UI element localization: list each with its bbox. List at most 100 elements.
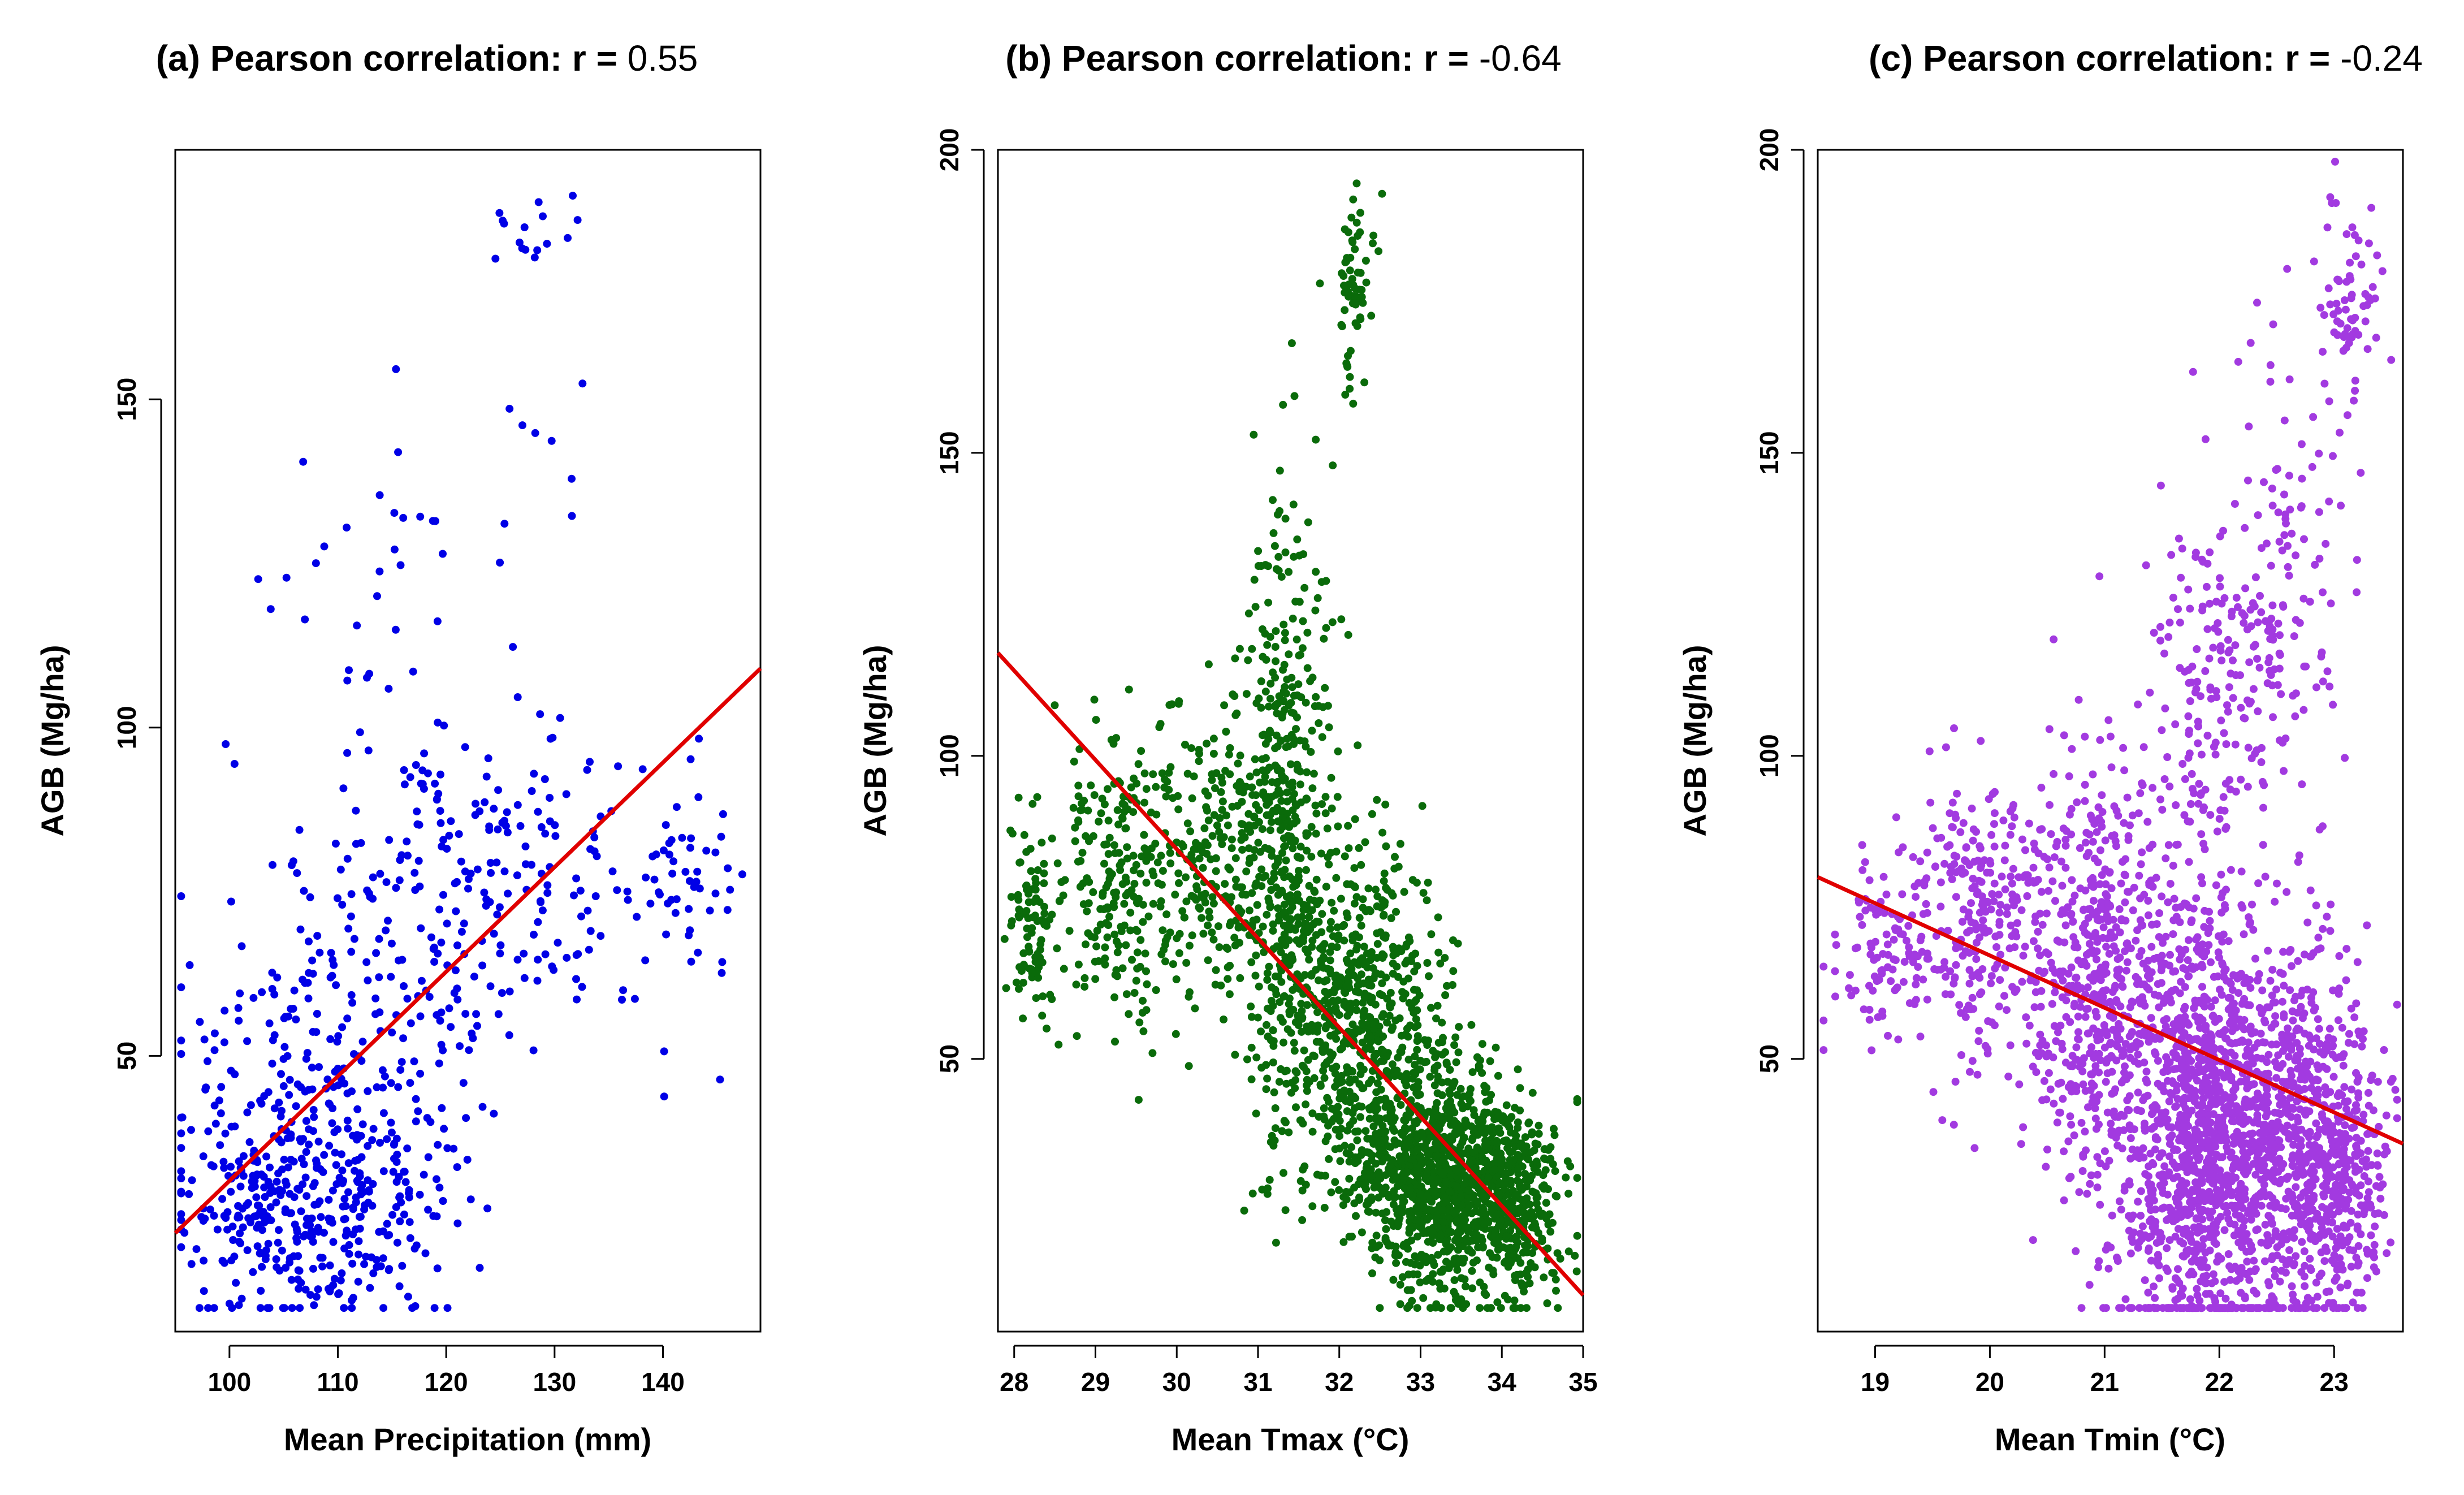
data-point xyxy=(1313,594,1322,602)
data-point xyxy=(177,983,185,992)
data-point xyxy=(1289,844,1297,853)
data-point xyxy=(1213,821,1221,829)
data-point xyxy=(1358,1019,1367,1027)
data-point xyxy=(646,900,655,908)
data-point xyxy=(309,1264,317,1273)
data-point xyxy=(1027,965,1036,974)
data-point xyxy=(315,1063,323,1071)
data-point xyxy=(1341,288,1349,297)
data-point xyxy=(1424,1238,1432,1246)
data-point xyxy=(1307,970,1316,978)
data-point xyxy=(641,956,650,965)
data-point xyxy=(1530,1164,1538,1173)
panel-b-plot-frame xyxy=(997,149,1584,1333)
data-point xyxy=(2095,1091,2103,1099)
data-point xyxy=(396,856,404,864)
data-point xyxy=(2081,1087,2090,1095)
data-point xyxy=(1332,1006,1340,1015)
data-point xyxy=(1161,957,1169,966)
data-point xyxy=(1563,1157,1572,1165)
data-point xyxy=(1277,573,1286,581)
data-point xyxy=(1851,986,1860,995)
data-point xyxy=(2029,1236,2037,1245)
data-point xyxy=(534,918,542,926)
data-point xyxy=(1338,322,1346,331)
data-point xyxy=(2102,1027,2110,1036)
data-point xyxy=(1222,811,1230,820)
data-point xyxy=(685,905,693,913)
data-point xyxy=(215,1096,223,1105)
data-point xyxy=(2102,1078,2110,1086)
data-point xyxy=(1948,823,1956,831)
data-point xyxy=(303,1049,312,1057)
data-point xyxy=(1314,1021,1322,1030)
data-point xyxy=(1990,897,1998,905)
data-point xyxy=(2123,940,2131,948)
data-point xyxy=(1110,993,1119,1001)
data-point xyxy=(1335,1132,1344,1140)
data-point xyxy=(440,1125,448,1133)
data-point xyxy=(2058,882,2067,890)
data-point xyxy=(2113,1033,2121,1041)
data-point xyxy=(2123,793,2132,802)
data-point xyxy=(2121,871,2129,880)
data-point xyxy=(302,1055,310,1063)
data-point xyxy=(220,1164,228,1172)
data-point xyxy=(1311,606,1320,615)
data-point xyxy=(353,621,361,630)
data-point xyxy=(286,1254,294,1263)
data-point xyxy=(1346,384,1354,393)
data-point xyxy=(217,1083,226,1091)
data-point xyxy=(1972,828,1980,836)
data-point xyxy=(1532,1189,1540,1198)
data-point xyxy=(2068,897,2077,906)
data-point xyxy=(573,995,581,1004)
data-point xyxy=(1051,701,1059,710)
data-point xyxy=(1249,917,1257,925)
data-point xyxy=(1289,883,1298,891)
data-point xyxy=(1320,940,1329,948)
data-point xyxy=(1400,1241,1408,1249)
data-point xyxy=(1097,809,1105,818)
data-point xyxy=(310,1301,318,1310)
data-point xyxy=(2008,890,2017,898)
data-point xyxy=(228,1304,236,1312)
data-point xyxy=(1144,912,1153,921)
data-point xyxy=(297,1207,305,1216)
data-point xyxy=(406,1234,414,1242)
data-point xyxy=(1305,882,1313,890)
data-point xyxy=(287,1276,296,1284)
data-point xyxy=(1266,826,1274,835)
data-point xyxy=(1404,1055,1413,1064)
data-point xyxy=(410,869,419,877)
data-point xyxy=(1432,1014,1440,1023)
data-point xyxy=(235,1157,243,1165)
data-point xyxy=(1995,1003,2003,1010)
data-point xyxy=(1100,905,1108,913)
data-point xyxy=(331,1068,339,1076)
data-point xyxy=(420,1170,428,1179)
data-point xyxy=(398,1261,407,1270)
data-point xyxy=(1296,842,1305,851)
data-point xyxy=(642,873,650,882)
data-point xyxy=(1408,876,1417,884)
data-point xyxy=(541,950,550,958)
data-point xyxy=(504,889,512,898)
data-point xyxy=(505,1031,513,1039)
data-point xyxy=(1951,810,1959,819)
data-point xyxy=(494,786,503,794)
data-point xyxy=(2031,918,2039,926)
data-point xyxy=(294,1252,302,1260)
data-point xyxy=(1252,1109,1260,1118)
data-point xyxy=(1511,1304,1519,1312)
data-point xyxy=(314,1285,322,1294)
x-tick-label: 110 xyxy=(317,1367,358,1397)
data-point xyxy=(328,1119,336,1127)
data-point xyxy=(638,765,647,774)
data-point xyxy=(1113,948,1122,957)
data-point xyxy=(469,1034,477,1043)
data-point xyxy=(461,743,469,751)
data-point xyxy=(1120,900,1129,908)
data-point xyxy=(1968,972,1977,980)
data-point xyxy=(1347,213,1356,222)
